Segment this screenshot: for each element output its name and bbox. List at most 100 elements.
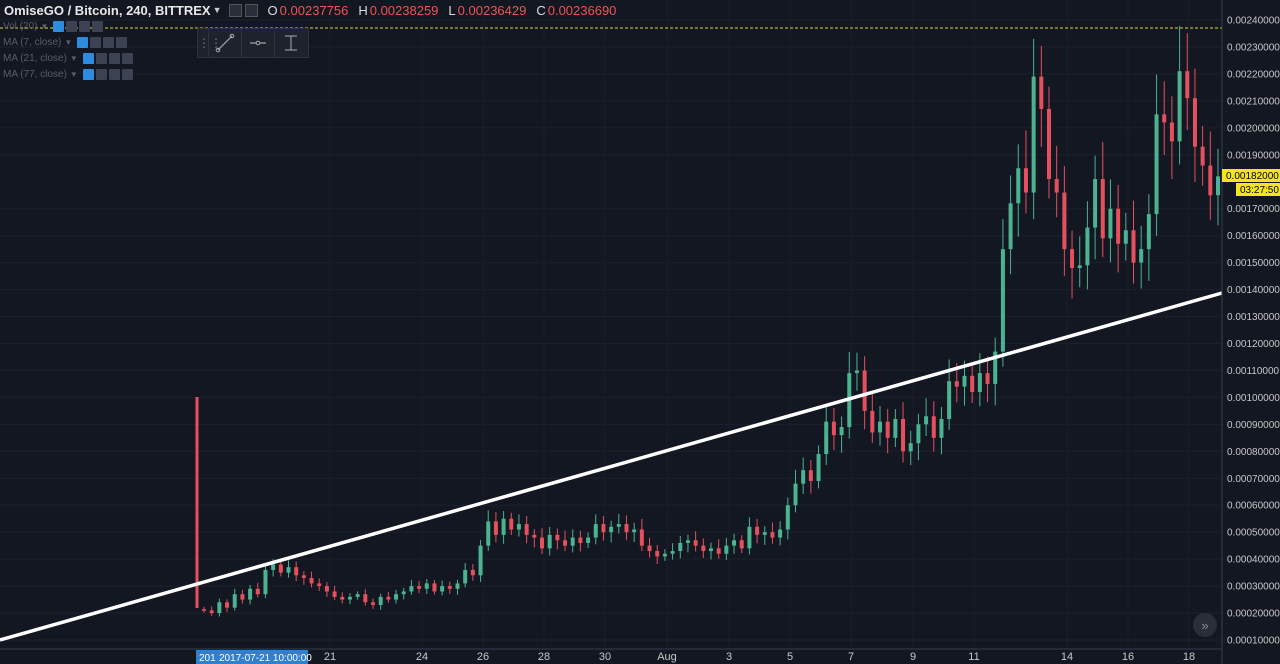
candle-body: [778, 529, 783, 538]
high-value: 0.00238259: [369, 2, 439, 18]
price-axis: 0.00240000 0.00230000 0.00220000 0.00210000…: [1227, 16, 1280, 647]
eye-icon[interactable]: [82, 68, 94, 80]
chevron-down-icon[interactable]: ▼: [40, 21, 49, 31]
crosshair-prefix: 201: [199, 653, 216, 664]
candle-body: [1054, 179, 1059, 193]
trend-line-icon[interactable]: [208, 29, 241, 57]
scroll-to-realtime-icon[interactable]: »: [1193, 613, 1217, 637]
crosshair-date: 2017-07-21 10:00:00: [219, 653, 312, 664]
chevron-down-icon[interactable]: ▼: [69, 53, 78, 63]
crosshair-time-tag: 201 2017-07-21 10:00:00: [196, 650, 312, 664]
countdown-tag: 03:27:50: [1236, 183, 1280, 196]
time-tick-label: 5: [787, 651, 793, 663]
low-label: L: [448, 2, 456, 18]
candle-body: [947, 381, 952, 419]
candle-body: [540, 537, 544, 549]
candle-body: [440, 586, 445, 592]
settings-icon[interactable]: [95, 68, 107, 80]
candle-body: [885, 421, 890, 438]
open-label: O: [267, 2, 278, 18]
candle-body: [202, 609, 206, 611]
countdown-label: 03:27:50: [1240, 185, 1279, 196]
candle-body: [532, 534, 537, 538]
candle-body: [1039, 76, 1044, 109]
eye-icon[interactable]: [77, 36, 89, 48]
candle-body: [839, 427, 844, 436]
close-icon[interactable]: [116, 36, 128, 48]
candle-body: [709, 548, 713, 552]
candle-body: [417, 586, 422, 589]
close-icon[interactable]: [244, 3, 258, 17]
candle-body: [371, 602, 375, 605]
price-tick-label: 0.00240000: [1227, 16, 1280, 27]
candle-body: [355, 594, 360, 597]
candle-body: [286, 567, 291, 573]
plus-icon[interactable]: [103, 36, 115, 48]
current-price-tag: 0.00182000: [1222, 169, 1280, 182]
time-axis: 21 24 26 28 30 Aug 3 5 7 9 11 14 16 18: [324, 651, 1195, 663]
candle-body: [401, 591, 406, 595]
symbol-header: OmiseGO / Bitcoin, 240, BITTREX ▼ O 0.002…: [4, 2, 616, 18]
close-icon[interactable]: [121, 68, 133, 80]
settings-icon[interactable]: [66, 20, 78, 32]
candle-body: [632, 529, 637, 533]
chevron-down-icon[interactable]: ▼: [212, 5, 222, 15]
drag-handle-icon[interactable]: ⋮⋮: [198, 36, 222, 50]
price-range-icon[interactable]: [274, 29, 307, 57]
candle-body: [624, 524, 629, 533]
candle-body: [993, 351, 998, 384]
candle-body: [870, 410, 875, 433]
settings-icon[interactable]: [90, 36, 102, 48]
chevron-down-icon[interactable]: ▼: [64, 37, 73, 47]
close-icon[interactable]: [121, 52, 133, 64]
price-tick-label: 0.00210000: [1227, 96, 1280, 107]
indicator-ma-77[interactable]: MA (77, close) ▼: [3, 67, 133, 81]
time-tick-label: 21: [324, 651, 336, 663]
price-tick-label: 0.00130000: [1227, 312, 1280, 323]
plus-icon[interactable]: [108, 52, 120, 64]
chevron-down-icon[interactable]: ▼: [69, 69, 78, 79]
candle-body: [878, 421, 882, 433]
eye-icon[interactable]: [53, 20, 65, 32]
price-tick-label: 0.00150000: [1227, 258, 1280, 269]
candle-body: [924, 416, 929, 425]
time-tick-label: 11: [968, 651, 979, 663]
candle-body: [1116, 208, 1121, 244]
plus-icon[interactable]: [79, 20, 91, 32]
candle-body: [1093, 179, 1098, 228]
horizontal-ray-icon[interactable]: [241, 29, 274, 57]
plus-icon[interactable]: [108, 68, 120, 80]
candle-body: [240, 594, 245, 600]
candle-body: [347, 596, 352, 600]
candle-body: [1077, 265, 1082, 268]
indicator-ma-21[interactable]: MA (21, close) ▼: [3, 51, 133, 65]
price-tick-label: 0.00200000: [1227, 123, 1280, 134]
candle-body: [248, 588, 253, 600]
candle-body: [301, 575, 306, 578]
indicator-volume[interactable]: Vol (20) ▼: [3, 19, 104, 33]
candle-body: [324, 586, 329, 592]
candle-body: [432, 583, 437, 592]
eye-icon[interactable]: [82, 52, 94, 64]
candle-body: [801, 470, 806, 484]
close-icon[interactable]: [92, 20, 104, 32]
candle-body: [939, 418, 944, 438]
settings-icon[interactable]: [228, 3, 242, 17]
candle-body: [901, 418, 906, 452]
candle-body: [309, 578, 314, 584]
candle-body: [685, 540, 690, 543]
symbol-title[interactable]: OmiseGO / Bitcoin, 240, BITTREX: [4, 2, 211, 18]
price-tick-label: 0.00160000: [1227, 231, 1280, 242]
time-tick-label: 18: [1183, 651, 1195, 663]
time-tick-label: 28: [538, 651, 550, 663]
candle-body: [1162, 114, 1167, 123]
indicator-ma-7[interactable]: MA (7, close) ▼: [3, 35, 128, 49]
candle-body: [470, 569, 475, 576]
open-value: 0.00237756: [279, 2, 349, 18]
candle-body: [1000, 249, 1005, 352]
settings-icon[interactable]: [95, 52, 107, 64]
candle-body: [570, 537, 575, 546]
trendline: [0, 291, 1223, 642]
candle-body: [816, 454, 821, 481]
